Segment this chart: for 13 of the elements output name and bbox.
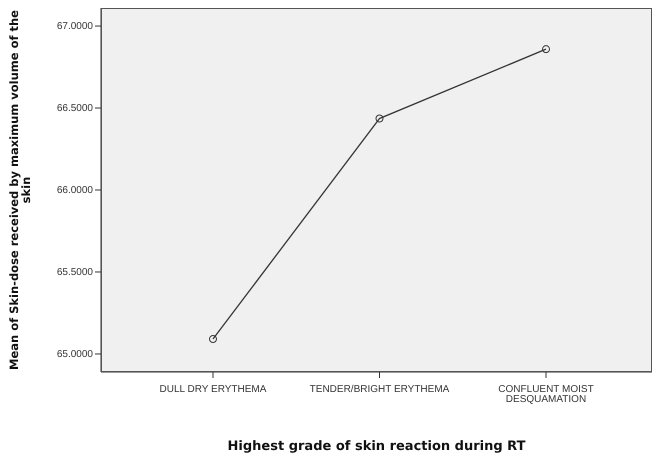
y-tick-label: 67.0000 — [56, 21, 94, 32]
x-tick-label: CONFLUENT MOIST DESQUAMATION — [498, 384, 594, 405]
point — [376, 114, 384, 123]
y-tick-label: 66.0000 — [56, 185, 94, 196]
x-tick-label: DULL DRY ERYTHEMA — [160, 384, 267, 395]
point — [209, 335, 217, 344]
y-axis-title: Mean of Skin-dose received by maximum volume of the skin — [7, 10, 33, 370]
x-tick-label: TENDER/BRIGHT ERYTHEMA — [310, 384, 450, 395]
y-tick-label: 65.5000 — [56, 266, 94, 278]
y-tick-label: 65.0000 — [56, 348, 94, 360]
x-axis-title: Highest grade of skin reaction during RT — [228, 439, 526, 454]
y-tick-label: 66.5000 — [56, 103, 94, 114]
point — [542, 45, 550, 54]
